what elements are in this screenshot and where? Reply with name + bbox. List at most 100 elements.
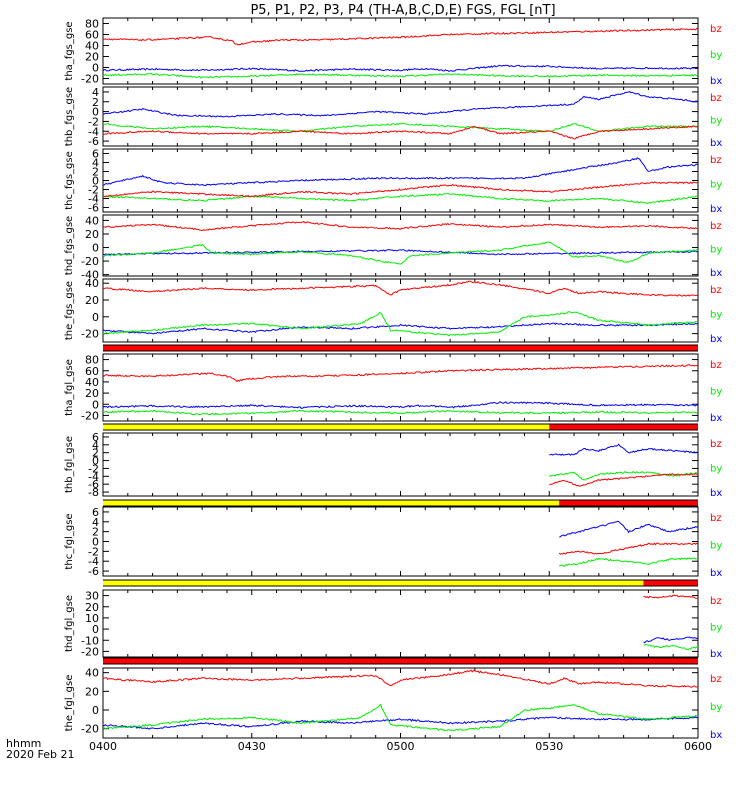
legend-by: by [710, 702, 722, 713]
legend-bz: bz [710, 285, 722, 296]
y-tick-label: 40 [85, 376, 99, 389]
y-axis-label: thd_fgs_gse [64, 216, 75, 275]
y-tick-label: -8 [88, 486, 99, 499]
y-tick-label: 2 [92, 447, 99, 460]
legend-bz: bz [710, 360, 722, 371]
y-tick-label: -4 [88, 555, 99, 568]
y-tick-label: 80 [85, 18, 99, 31]
y-tick-label: -4 [88, 125, 99, 138]
y-tick-label: 6 [92, 431, 99, 444]
y-tick-label: 6 [92, 506, 99, 519]
legend-by: by [710, 245, 722, 256]
legend-by: by [710, 541, 722, 552]
legend-bx: bx [710, 649, 722, 660]
panel-frame [102, 17, 699, 85]
y-tick-label: 0 [92, 398, 99, 411]
series-bx [103, 716, 698, 730]
y-axis-label: thd_fgl_gse [64, 595, 75, 652]
y-tick-label: 20 [85, 387, 99, 400]
panel-the_fgs_gse: 40 20 0 -20 the_fgs_gse bz by bx [64, 277, 722, 345]
series-bx [103, 249, 698, 256]
y-axis-label: thc_fgs_gse [64, 151, 75, 210]
series-by [103, 241, 698, 265]
legend-bz: bz [710, 24, 722, 35]
panel-frame [102, 214, 699, 277]
legend-bx: bx [710, 730, 722, 741]
y-tick-label: 80 [85, 354, 99, 367]
series-bz [103, 280, 698, 297]
x-tick-label: 0530 [535, 740, 563, 753]
y-tick-label: -6 [88, 478, 99, 491]
x-tick-label: 0430 [238, 740, 266, 753]
x-tick-label: 0400 [89, 740, 117, 753]
y-tick-label: 6 [92, 148, 99, 161]
series-bx [549, 443, 698, 456]
y-tick-label: 40 [85, 277, 99, 290]
status-bar-yellow [103, 580, 644, 586]
y-tick-label: 0 [92, 242, 99, 255]
legend-bx: bx [710, 413, 722, 424]
y-tick-label: -2 [88, 462, 99, 475]
y-tick-label: 0 [92, 536, 99, 549]
legend-bz: bz [710, 439, 722, 450]
panel-frame [102, 278, 699, 343]
panel-frame [102, 432, 699, 497]
panel-frame [102, 148, 699, 213]
y-tick-label: 4 [92, 157, 99, 170]
y-tick-label: -6 [88, 135, 99, 148]
legend-bx: bx [710, 568, 722, 579]
chart-title: P5, P1, P2, P3, P4 (TH-A,B,C,D,E) FGS, F… [250, 3, 555, 18]
y-tick-label: 20 [85, 685, 99, 698]
panel-frame [102, 353, 699, 422]
y-tick-label: -20 [81, 645, 99, 658]
y-tick-label: 4 [92, 86, 99, 99]
legend-bx: bx [710, 268, 722, 279]
y-axis-label: tha_fgs_gse [64, 21, 75, 80]
x-axis-label: hhmm [6, 737, 41, 750]
x-axis-labels: 0400 0430 0500 0530 0600 [89, 740, 712, 753]
y-tick-label: 20 [85, 51, 99, 64]
y-tick-label: 0 [92, 455, 99, 468]
series-bz [103, 220, 698, 232]
status-bar-yellow [103, 500, 560, 506]
y-tick-label: 20 [85, 228, 99, 241]
date-label: 2020 Feb 21 [6, 748, 74, 761]
status-bar-red [643, 580, 698, 586]
y-axis-label: the_fgl_gse [64, 675, 75, 732]
y-tick-label: 0 [92, 704, 99, 717]
legend-bx: bx [710, 76, 722, 87]
legend-bx: bx [710, 334, 722, 345]
series-bz [103, 669, 698, 688]
status-bar-red [103, 658, 698, 664]
y-tick-label: 2 [92, 166, 99, 179]
y-tick-label: -2 [88, 184, 99, 197]
status-bar-red [559, 500, 698, 506]
series-bz [103, 27, 698, 46]
y-tick-label: 0 [92, 311, 99, 324]
y-tick-label: 40 [85, 667, 99, 680]
legend-bz: bz [710, 674, 722, 685]
y-tick-label: 0 [92, 62, 99, 75]
series-bz [558, 542, 698, 555]
y-tick-label: 0 [92, 106, 99, 119]
status-bar-red [103, 345, 698, 351]
series-bx [103, 64, 698, 72]
panel-frame [102, 589, 699, 658]
y-tick-label: 4 [92, 516, 99, 529]
y-tick-label: -4 [88, 470, 99, 483]
y-tick-label: -20 [81, 409, 99, 422]
y-tick-label: -4 [88, 193, 99, 206]
panel-the_fgl_gse: 40 20 0 -20 the_fgl_gse bz by bx [64, 657, 722, 741]
series-bx [103, 91, 698, 118]
series-by [103, 192, 698, 205]
series-by [103, 409, 698, 416]
legend-by: by [710, 180, 722, 191]
y-axis-label: thb_fgs_gse [64, 87, 75, 146]
y-axis-label: thc_fgl_gse [64, 513, 75, 569]
